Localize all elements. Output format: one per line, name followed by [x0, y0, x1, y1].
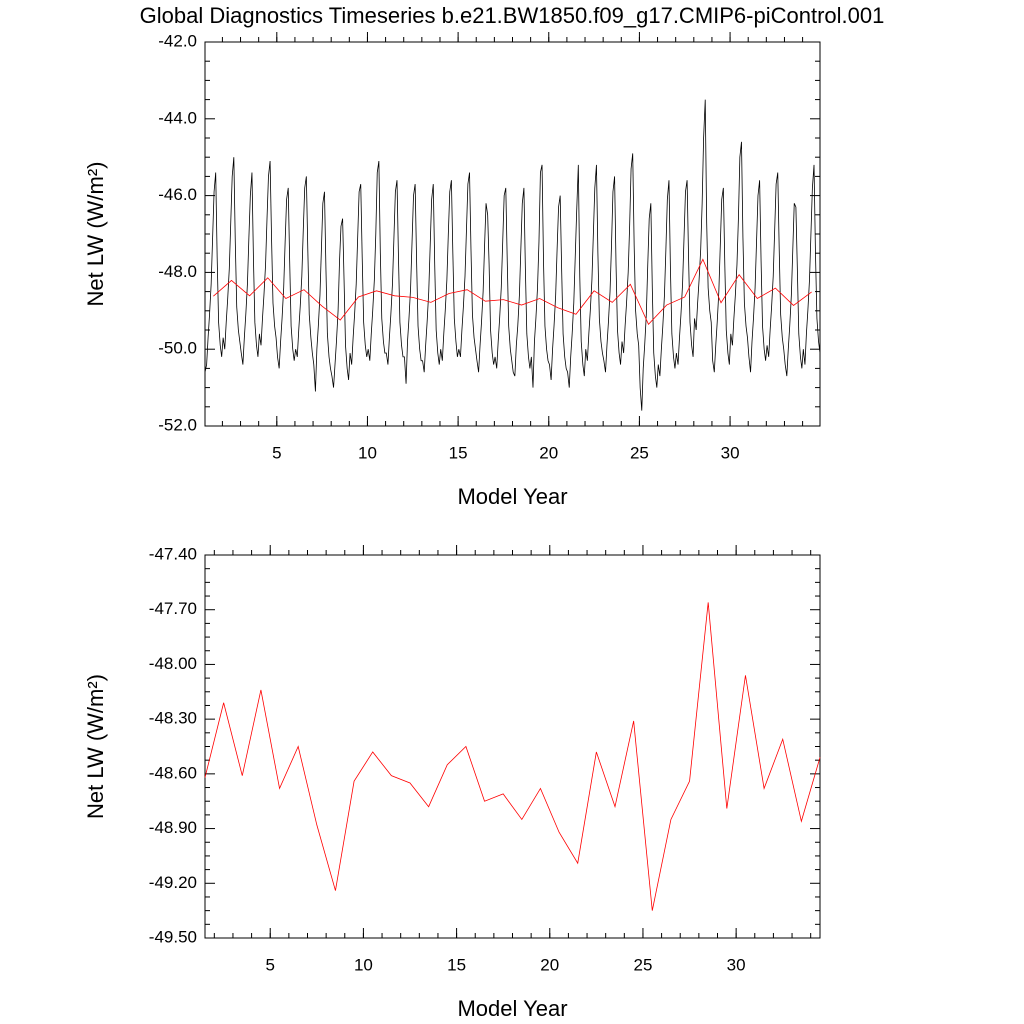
y-tick-label: -44.0: [158, 108, 197, 127]
y-axis-label: Net LW (W/m²): [83, 674, 108, 819]
data-line: [204, 99, 821, 411]
y-tick-label: -50.0: [158, 339, 197, 358]
y-tick-label: -48.60: [149, 763, 197, 782]
x-tick-label: 25: [633, 955, 652, 974]
x-tick-label: 5: [272, 443, 281, 462]
x-tick-label: 20: [539, 443, 558, 462]
y-tick-label: -49.20: [149, 873, 197, 892]
y-tick-label: -42.0: [158, 31, 197, 50]
y-tick-label: -49.50: [149, 927, 197, 946]
y-tick-label: -52.0: [158, 415, 197, 434]
x-tick-label: 15: [447, 955, 466, 974]
x-tick-label: 25: [630, 443, 649, 462]
x-tick-label: 30: [721, 443, 740, 462]
data-line: [213, 258, 812, 325]
y-tick-label: -48.0: [158, 262, 197, 281]
y-tick-label: -48.30: [149, 709, 197, 728]
y-tick-label: -47.40: [149, 544, 197, 563]
y-tick-label: -46.0: [158, 185, 197, 204]
x-tick-label: 15: [449, 443, 468, 462]
plot-frame: [204, 554, 821, 939]
x-tick-label: 10: [354, 955, 373, 974]
y-tick-label: -48.00: [149, 654, 197, 673]
y-tick-label: -47.70: [149, 599, 197, 618]
chart-title: Global Diagnostics Timeseries b.e21.BW18…: [140, 3, 885, 28]
x-tick-label: 30: [727, 955, 746, 974]
x-tick-label: 20: [540, 955, 559, 974]
y-axis-label: Net LW (W/m²): [83, 161, 108, 306]
x-axis-label: Model Year: [457, 996, 567, 1021]
x-tick-label: 5: [265, 955, 274, 974]
x-axis-label: Model Year: [457, 484, 567, 509]
x-tick-label: 10: [358, 443, 377, 462]
data-line: [204, 602, 821, 911]
y-tick-label: -48.90: [149, 818, 197, 837]
